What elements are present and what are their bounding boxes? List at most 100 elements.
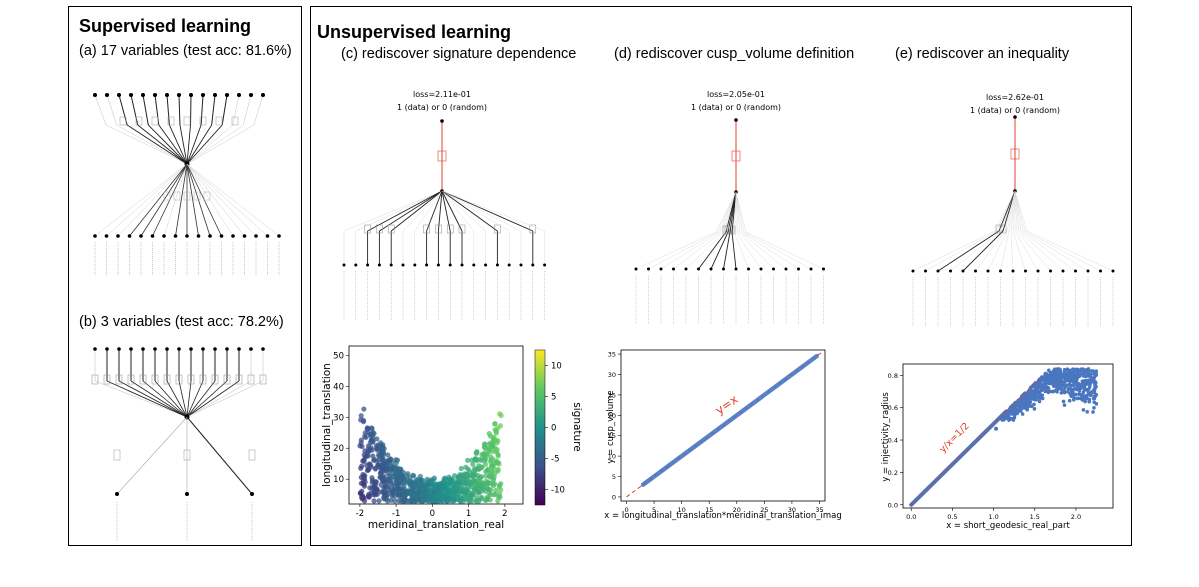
y-tick-label: 0.6	[888, 404, 898, 412]
data-point	[371, 484, 378, 491]
input-node	[401, 263, 405, 267]
activation-box	[203, 191, 211, 201]
data-point	[1070, 373, 1074, 377]
activation-box	[113, 449, 121, 461]
data-point	[1070, 376, 1075, 380]
activation-box	[183, 116, 191, 126]
activation-box	[173, 191, 181, 201]
data-point	[1063, 368, 1067, 373]
data-point	[472, 467, 478, 473]
input-node	[986, 269, 990, 273]
activation-box	[163, 191, 171, 201]
data-point	[385, 470, 391, 476]
data-point	[487, 480, 493, 486]
data-point	[1048, 379, 1053, 383]
edge	[1022, 230, 1089, 272]
data-point	[361, 406, 367, 412]
x-tick-label: 30	[788, 506, 796, 514]
x-tick-label: 0.5	[947, 513, 957, 521]
data-point	[376, 457, 382, 463]
edge	[998, 190, 1016, 232]
node	[165, 347, 169, 351]
data-point	[440, 489, 446, 496]
data-point	[1093, 383, 1097, 388]
node	[261, 93, 265, 97]
data-point	[484, 494, 490, 500]
data-point	[370, 439, 376, 445]
data-point	[1091, 388, 1096, 393]
data-point	[1043, 376, 1048, 381]
edge	[130, 94, 139, 126]
node	[201, 347, 205, 351]
data-point	[474, 495, 480, 501]
edge	[717, 191, 737, 233]
edge	[733, 231, 749, 270]
data-point	[1093, 381, 1098, 385]
data-point	[428, 492, 434, 498]
data-point	[1030, 404, 1034, 408]
data-point	[1047, 368, 1051, 373]
data-point	[1057, 379, 1061, 384]
edge	[1018, 230, 1064, 272]
data-point	[1064, 378, 1069, 382]
node	[249, 347, 253, 351]
data-point	[497, 494, 503, 500]
y-tick-label: 50	[333, 351, 344, 361]
panel-b-label: (b) 3 variables (test acc: 78.2%)	[79, 314, 284, 330]
data-point	[1069, 389, 1074, 393]
data-point	[386, 484, 392, 490]
y-tick-label: 20	[608, 412, 616, 420]
input-node	[389, 263, 393, 267]
edge	[660, 231, 721, 270]
data-point	[1051, 372, 1056, 376]
data-point	[478, 496, 484, 502]
input-node	[507, 263, 511, 267]
edge	[117, 163, 188, 237]
edge	[1014, 190, 1024, 232]
data-point	[465, 457, 471, 463]
data-point	[1023, 396, 1028, 401]
data-point	[1094, 371, 1098, 376]
x-tick-label: 1.5	[1030, 513, 1040, 521]
edge	[118, 380, 188, 418]
data-point	[1069, 394, 1074, 399]
activation-box	[247, 374, 255, 385]
data-point	[1009, 416, 1014, 421]
data-point	[483, 473, 489, 479]
edge	[1016, 230, 1051, 272]
data-point	[1071, 397, 1076, 402]
data-point	[1033, 394, 1038, 399]
edge	[175, 163, 188, 237]
activation-box	[193, 191, 201, 201]
data-point	[1092, 406, 1096, 410]
edge	[130, 380, 188, 418]
x-tick-label: 0	[430, 509, 435, 519]
data-point	[424, 476, 430, 482]
colorbar-tick-label: 5	[551, 393, 556, 403]
y-tick-label: 20	[333, 444, 344, 454]
activation-box	[151, 116, 159, 126]
data-point	[492, 491, 498, 497]
edge	[994, 190, 1016, 232]
input-node	[543, 263, 547, 267]
data-point	[498, 412, 504, 419]
data-point	[369, 475, 375, 481]
data-point	[1007, 418, 1011, 422]
data-point	[1017, 405, 1022, 410]
node	[105, 93, 109, 97]
input-node	[342, 263, 346, 267]
edge	[142, 380, 188, 418]
node	[153, 347, 157, 351]
edge	[379, 190, 443, 232]
data-point	[481, 455, 487, 461]
data-point	[381, 451, 387, 457]
edge	[186, 124, 223, 165]
colorbar-tick-label: 10	[551, 362, 562, 372]
x-tick-label: 15	[705, 506, 713, 514]
edge	[698, 231, 727, 270]
input-node	[672, 267, 675, 271]
input-node	[93, 234, 97, 238]
node	[177, 93, 181, 97]
edge	[912, 230, 996, 272]
data-point	[375, 462, 381, 469]
